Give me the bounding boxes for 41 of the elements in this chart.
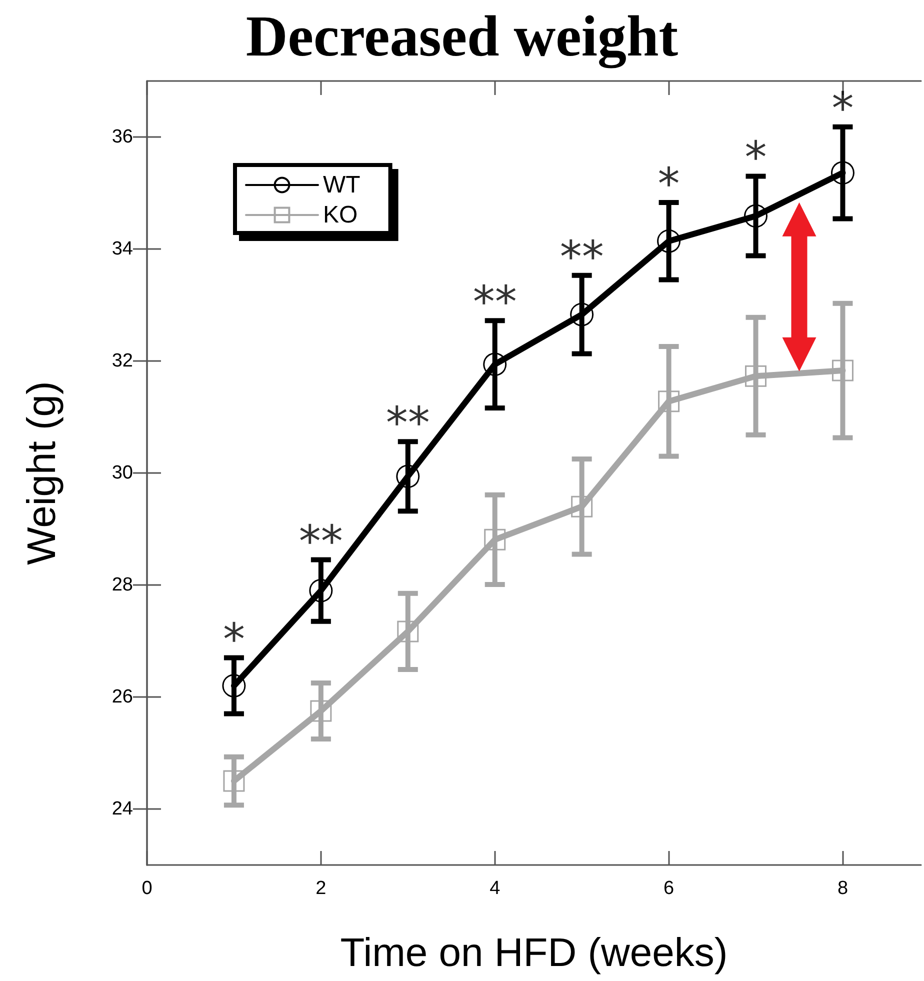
point bbox=[657, 229, 681, 253]
point bbox=[309, 578, 333, 602]
point bbox=[745, 365, 767, 387]
annotation: ** bbox=[298, 516, 343, 568]
y-tick-label: 24 bbox=[112, 798, 134, 820]
annotation: ** bbox=[386, 398, 430, 450]
legend-label: KO bbox=[323, 202, 358, 228]
legend-label: WT bbox=[323, 172, 361, 198]
x-tick-label: 4 bbox=[490, 878, 501, 899]
y-tick-label: 36 bbox=[112, 126, 133, 148]
annotation: * bbox=[222, 614, 245, 666]
x-tick-label: 8 bbox=[837, 878, 848, 899]
y-axis-title: Weight (g) bbox=[20, 381, 64, 565]
y-tick-label: 34 bbox=[112, 238, 134, 260]
point bbox=[744, 204, 768, 228]
point bbox=[397, 620, 419, 642]
point bbox=[223, 770, 245, 792]
x-tick-label: 2 bbox=[316, 878, 326, 899]
x-axis-title: Time on HFD (weeks) bbox=[340, 931, 728, 975]
annotation: * bbox=[658, 159, 680, 210]
point bbox=[310, 700, 332, 722]
point bbox=[222, 674, 246, 698]
point bbox=[571, 496, 593, 518]
point bbox=[831, 161, 854, 185]
y-tick-label: 28 bbox=[112, 574, 133, 596]
point bbox=[570, 302, 594, 326]
x-tick-label: 6 bbox=[664, 878, 674, 899]
chart-title: Decreased weight bbox=[246, 4, 679, 68]
point bbox=[658, 390, 680, 412]
annotation: * bbox=[744, 132, 767, 184]
x-tick-label: 0 bbox=[142, 878, 152, 899]
y-tick-label: 30 bbox=[112, 462, 133, 484]
annotation: * bbox=[832, 83, 854, 134]
point bbox=[832, 360, 854, 382]
y-tick-label: 32 bbox=[112, 350, 133, 372]
point bbox=[484, 528, 506, 550]
y-tick-label: 26 bbox=[112, 686, 133, 708]
point bbox=[483, 352, 507, 376]
point bbox=[396, 464, 420, 488]
annotation: ** bbox=[472, 277, 517, 328]
annotation: ** bbox=[560, 232, 604, 283]
